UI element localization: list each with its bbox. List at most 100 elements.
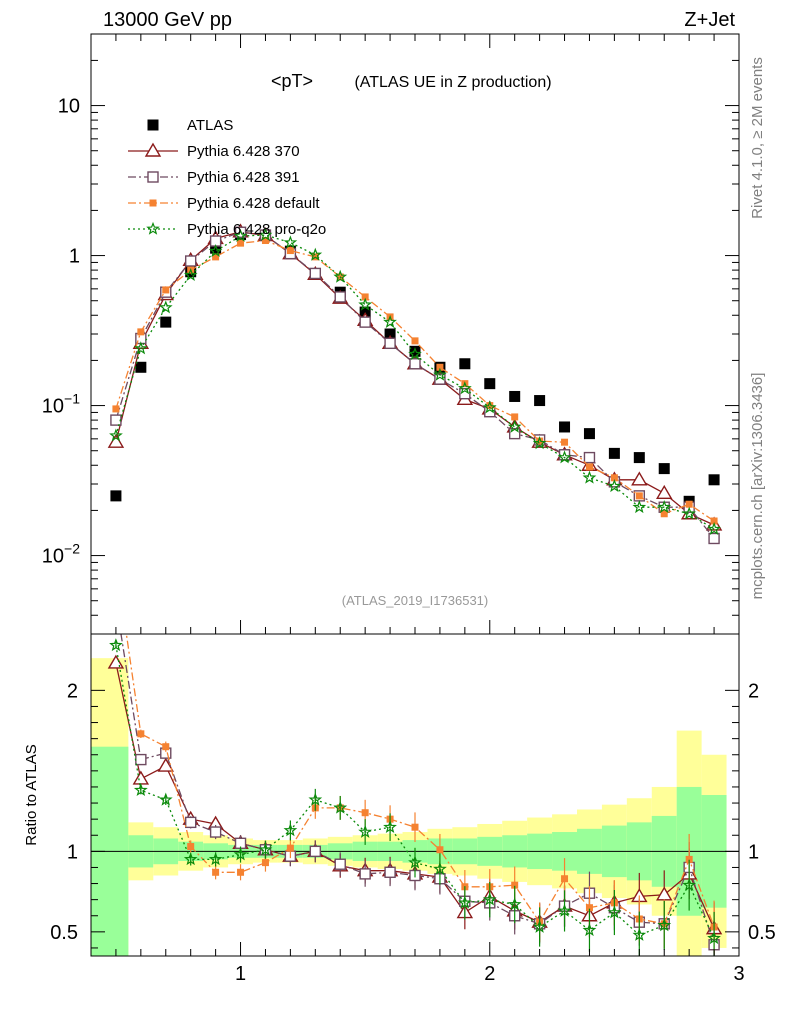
data-point-pythia-6-428-default (261, 237, 269, 245)
ratio-point-pythia-6-428-391 (384, 866, 396, 878)
data-point-pythia-6-428-pro-q2o (607, 478, 622, 493)
data-point-pythia-6-428-pro-q2o (358, 297, 373, 311)
data-point-pythia-6-428-pro-q2o (557, 450, 572, 464)
ratio-point-pythia-6-428-391 (209, 826, 222, 838)
ratio-point-pythia-6-428-pro-q2o (457, 895, 472, 909)
plot-title-sub: (ATLAS UE in Z production) (354, 74, 551, 91)
ratio-point-pythia-6-428-default (561, 875, 569, 883)
legend-label-atlas: ATLAS (187, 117, 233, 134)
data-point-pythia-6-428-default (561, 438, 569, 446)
analysis-label: (ATLAS_2019_I1736531) (342, 593, 488, 608)
data-point-pythia-6-428-default (212, 253, 220, 261)
legend-label-pythia-370: Pythia 6.428 370 (187, 143, 300, 160)
legend-label-pythia-pro-q2o: Pythia 6.428 pro-q2o (187, 221, 326, 238)
data-point-pythia-6-428-pro-q2o (208, 243, 223, 257)
ratio-point-pythia-6-428-pro-q2o (482, 892, 497, 906)
data-point-pythia-6-428-pro-q2o (507, 419, 522, 433)
data-point-pythia-6-428-pro-q2o (707, 521, 721, 535)
rivet-version-label: Rivet 4.1.0, ≥ 2M events (749, 57, 766, 219)
ratio-y-tick-label-1-left: 1 (67, 841, 78, 863)
data-point-pythia-6-428-370 (107, 433, 125, 448)
data-point-pythia-6-428-pro-q2o (308, 247, 323, 261)
data-point-pythia-6-428-default (685, 500, 693, 508)
ratio-point-pythia-6-428-default (286, 844, 294, 852)
data-point-pythia-6-428-391 (359, 316, 371, 328)
ratio-series-pythia-6-428-pro-q2o (109, 638, 721, 956)
ratio-y-tick-label-0p5-left: 0.5 (50, 922, 78, 944)
data-point-pythia-6-428-pro-q2o (333, 269, 348, 283)
ratio-point-pythia-6-428-default (187, 843, 195, 851)
data-point-pythia-6-428-pro-q2o (133, 341, 148, 355)
ratio-series-layer (107, 634, 723, 956)
ratio-point-pythia-6-428-default (212, 868, 220, 876)
data-point-pythia-6-428-391 (309, 267, 322, 280)
data-point-pythia-6-428-pro-q2o (383, 314, 397, 329)
data-point-atlas (484, 378, 496, 390)
ratio-y-tick-label-1-right: 1 (748, 841, 759, 863)
data-point-atlas (459, 358, 471, 370)
data-point-atlas (409, 345, 421, 357)
data-point-pythia-6-428-pro-q2o (158, 300, 173, 314)
data-point-pythia-6-428-pro-q2o (682, 506, 697, 520)
ratio-point-pythia-6-428-pro-q2o (158, 792, 173, 806)
data-point-pythia-6-428-pro-q2o (532, 436, 547, 450)
data-point-pythia-6-428-default (112, 405, 120, 413)
ratio-y-tick-label-2-left: 2 (67, 680, 78, 702)
main-y-tick-label-0p1: 10−1 (42, 391, 80, 418)
series-pythia-6-428-default (112, 237, 718, 525)
legend-marker (146, 221, 160, 235)
data-point-pythia-6-428-391 (110, 414, 122, 426)
data-point-pythia-6-428-default (635, 492, 643, 500)
data-point-pythia-6-428-pro-q2o (258, 227, 273, 241)
main-y-tick-label-10: 10 (58, 96, 80, 118)
x-tick-label-3: 3 (733, 963, 744, 985)
ratio-y-tick-labels: 0.5 1 2 0.5 1 2 (50, 680, 776, 944)
ratio-point-pythia-6-428-pro-q2o (109, 638, 123, 652)
ratio-point-pythia-6-428-pro-q2o (582, 922, 597, 937)
data-point-pythia-6-428-pro-q2o (582, 470, 597, 484)
ratio-point-pythia-6-428-370 (157, 757, 174, 772)
ratio-point-pythia-6-428-391 (135, 753, 147, 766)
ratio-point-pythia-6-428-391 (359, 868, 371, 880)
data-point-pythia-6-428-391 (459, 387, 471, 400)
data-point-pythia-6-428-default (162, 286, 170, 294)
legend-marker (147, 171, 159, 183)
ratio-point-pythia-6-428-default (237, 868, 245, 876)
ratio-point-pythia-6-428-pro-q2o (557, 903, 572, 917)
ratio-point-pythia-6-428-pro-q2o (433, 861, 447, 875)
ratio-point-pythia-6-428-pro-q2o (208, 852, 223, 866)
mcplots-credit-label: mcplots.cern.ch [arXiv:1306.3436] (749, 373, 766, 600)
ratio-point-pythia-6-428-pro-q2o (507, 897, 522, 911)
data-point-pythia-6-428-pro-q2o (657, 499, 672, 514)
data-point-pythia-6-428-default (710, 517, 718, 525)
data-point-atlas (608, 447, 620, 459)
ratio-point-pythia-6-428-default (585, 904, 593, 912)
ratio-point-pythia-6-428-pro-q2o (657, 918, 672, 932)
header-left: 13000 GeV pp (103, 9, 232, 31)
x-tick-labels: 1 2 3 (235, 963, 745, 985)
legend-entry-pythia-391: Pythia 6.428 391 (128, 169, 300, 186)
ratio-point-pythia-6-428-default (685, 855, 693, 863)
data-point-atlas (583, 428, 595, 440)
data-point-atlas (210, 242, 222, 254)
data-point-atlas (384, 328, 396, 340)
legend-label-pythia-391: Pythia 6.428 391 (187, 169, 300, 186)
ratio-point-pythia-6-428-391 (184, 816, 197, 829)
legend-marker (147, 119, 159, 131)
ratio-point-pythia-6-428-391 (334, 858, 346, 870)
data-point-pythia-6-428-default (610, 474, 618, 482)
data-point-atlas (633, 452, 645, 464)
legend-marker (144, 142, 162, 157)
data-point-pythia-6-428-391 (334, 291, 346, 303)
ratio-point-pythia-6-428-391 (309, 845, 322, 858)
ratio-point-pythia-6-428-pro-q2o (532, 919, 547, 933)
data-point-pythia-6-428-default (511, 413, 519, 421)
data-point-atlas (708, 474, 720, 486)
ratio-point-pythia-6-428-pro-q2o (408, 855, 422, 869)
ratio-point-pythia-6-428-pro-q2o (358, 824, 373, 838)
x-tick-label-2: 2 (484, 963, 495, 985)
data-point-pythia-6-428-370 (631, 471, 648, 486)
series-pythia-6-428-pro-q2o (109, 227, 721, 535)
ratio-plot-area (91, 634, 739, 956)
